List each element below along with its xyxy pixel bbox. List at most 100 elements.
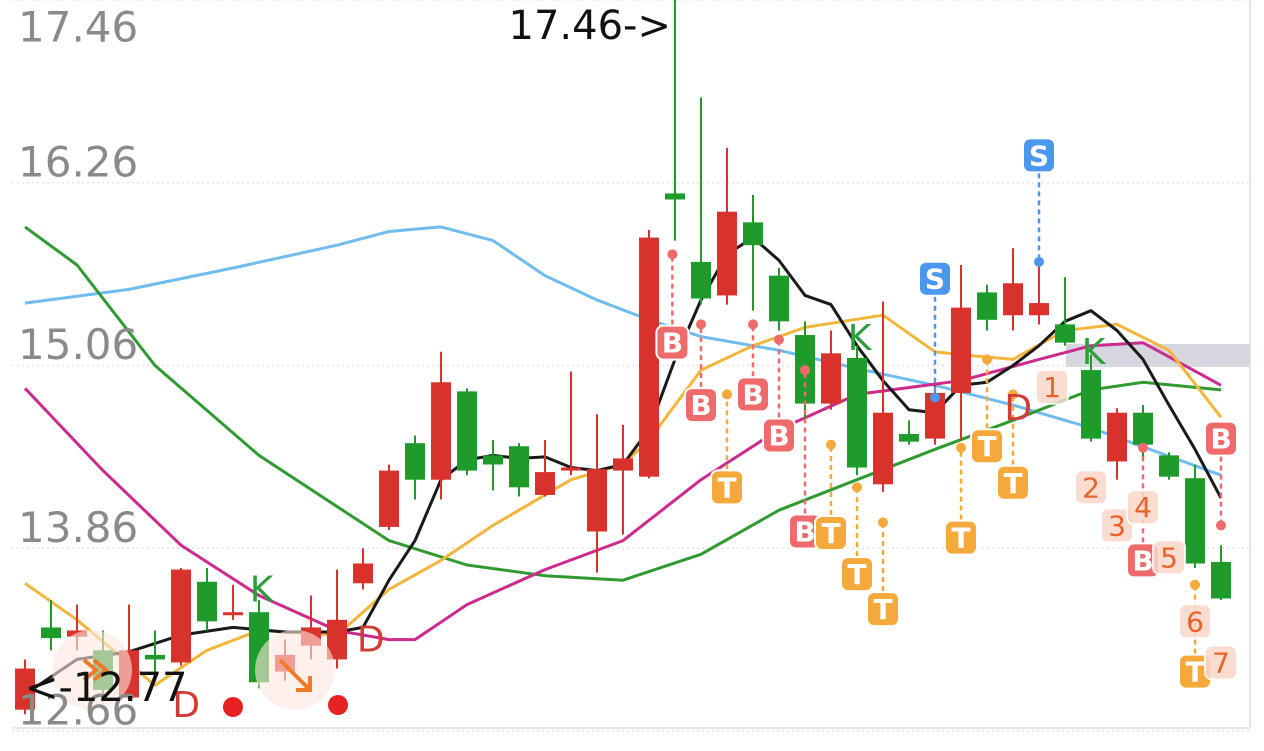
marker-dot [1034, 256, 1044, 267]
marker-box [1074, 469, 1108, 506]
candle-body [1185, 478, 1205, 564]
marker-label: B [794, 515, 815, 548]
marker-box [1126, 489, 1160, 526]
marker-box [1204, 420, 1238, 457]
candle-body [483, 455, 503, 465]
candle-body [431, 382, 451, 480]
marker-label: B [690, 389, 711, 422]
candle-body [197, 581, 217, 622]
grid-layer [12, 0, 1250, 732]
marker-box [684, 387, 718, 424]
candle-body [561, 467, 581, 471]
marker-label: T [821, 517, 840, 550]
candle-body [15, 668, 35, 710]
marker-box [918, 260, 952, 297]
text-layer: 17.46 16.26 15.06 13.86 12.66 17.46-> <-12.77 [18, 3, 671, 735]
signal-icons [52, 630, 348, 717]
marker-label: T [951, 522, 970, 555]
icon-dot [328, 695, 348, 715]
price-band [1066, 344, 1250, 367]
candle-body [509, 446, 529, 488]
marker-box [996, 464, 1030, 501]
marker-label: B [662, 327, 683, 360]
marker-label: T [977, 430, 996, 463]
marker-label: 5 [1160, 541, 1178, 574]
icon-halo [255, 630, 335, 710]
candle-body [769, 275, 789, 322]
icon-halo [52, 630, 132, 710]
marker-dot [1216, 520, 1226, 531]
marker-box [840, 556, 874, 593]
annotation: 17.46-> [509, 3, 671, 49]
marker-box [762, 417, 796, 454]
candle-body [743, 222, 763, 246]
candle-body [535, 472, 555, 495]
marker-box [944, 519, 978, 556]
marker-dot [852, 482, 862, 493]
icon-arrow [278, 658, 312, 692]
marker-dot [1190, 579, 1200, 590]
marker-label: K [250, 569, 275, 610]
candle-body [457, 391, 477, 471]
candle-body [353, 563, 373, 584]
marker-dot [800, 365, 810, 376]
marker-dot [1008, 389, 1018, 400]
candle-body [327, 619, 347, 660]
candle-body [691, 261, 711, 299]
marker-box [1100, 507, 1134, 544]
candle-body [977, 292, 997, 320]
candle-body [1029, 303, 1049, 316]
candle-body [899, 434, 919, 442]
marker-box [1178, 603, 1212, 640]
marker-box [1204, 644, 1238, 681]
marker-dot [696, 319, 706, 330]
marker-label: D [1004, 388, 1032, 429]
y-tick-label: 16.26 [18, 137, 138, 186]
marker-label: 3 [1108, 509, 1126, 542]
candle-body [951, 307, 971, 393]
y-tick-label: 12.66 [18, 686, 138, 735]
marker-label: 7 [1212, 646, 1230, 679]
marker-dot [982, 354, 992, 365]
candle-body [1133, 412, 1153, 445]
marker-box [710, 469, 744, 506]
candle-body [639, 237, 659, 477]
candle-body [613, 458, 633, 471]
candle-body [717, 211, 737, 296]
candle-body [1003, 283, 1023, 316]
marker-label: 6 [1186, 605, 1204, 638]
y-tick-label: 13.86 [18, 503, 138, 552]
candle-body [847, 357, 867, 468]
marker-label: B [742, 378, 763, 411]
marker-label: B [768, 420, 789, 453]
marker-label: 4 [1134, 491, 1152, 524]
marker-dot [667, 249, 678, 260]
marker-dot [1138, 442, 1148, 453]
marker-box [866, 591, 900, 628]
y-tick-label: 17.46 [18, 3, 138, 52]
marker-label: K [1082, 332, 1107, 373]
marker-label: T [873, 593, 892, 626]
candle-body [1107, 412, 1127, 462]
marker-label: S [1029, 139, 1049, 172]
marker-label: B [1210, 423, 1231, 456]
marker-label: D [357, 620, 385, 661]
annotation: <-12.77 [25, 665, 187, 711]
candle-body [587, 469, 607, 532]
candle-body [1081, 370, 1101, 439]
marker-box [1022, 137, 1056, 174]
marker-dot [878, 517, 888, 528]
candle-body [145, 654, 165, 660]
marker-label: B [1132, 544, 1153, 577]
marker-dot [774, 334, 784, 345]
marker-box [655, 324, 690, 361]
marker-label: S [925, 263, 945, 296]
marker-box [970, 428, 1004, 465]
marker-dot [930, 392, 940, 403]
candle-body [171, 569, 191, 663]
ma-line [23, 341, 1222, 642]
icon-dot [223, 697, 243, 717]
candle-body [41, 627, 61, 639]
marker-dot [956, 442, 966, 453]
